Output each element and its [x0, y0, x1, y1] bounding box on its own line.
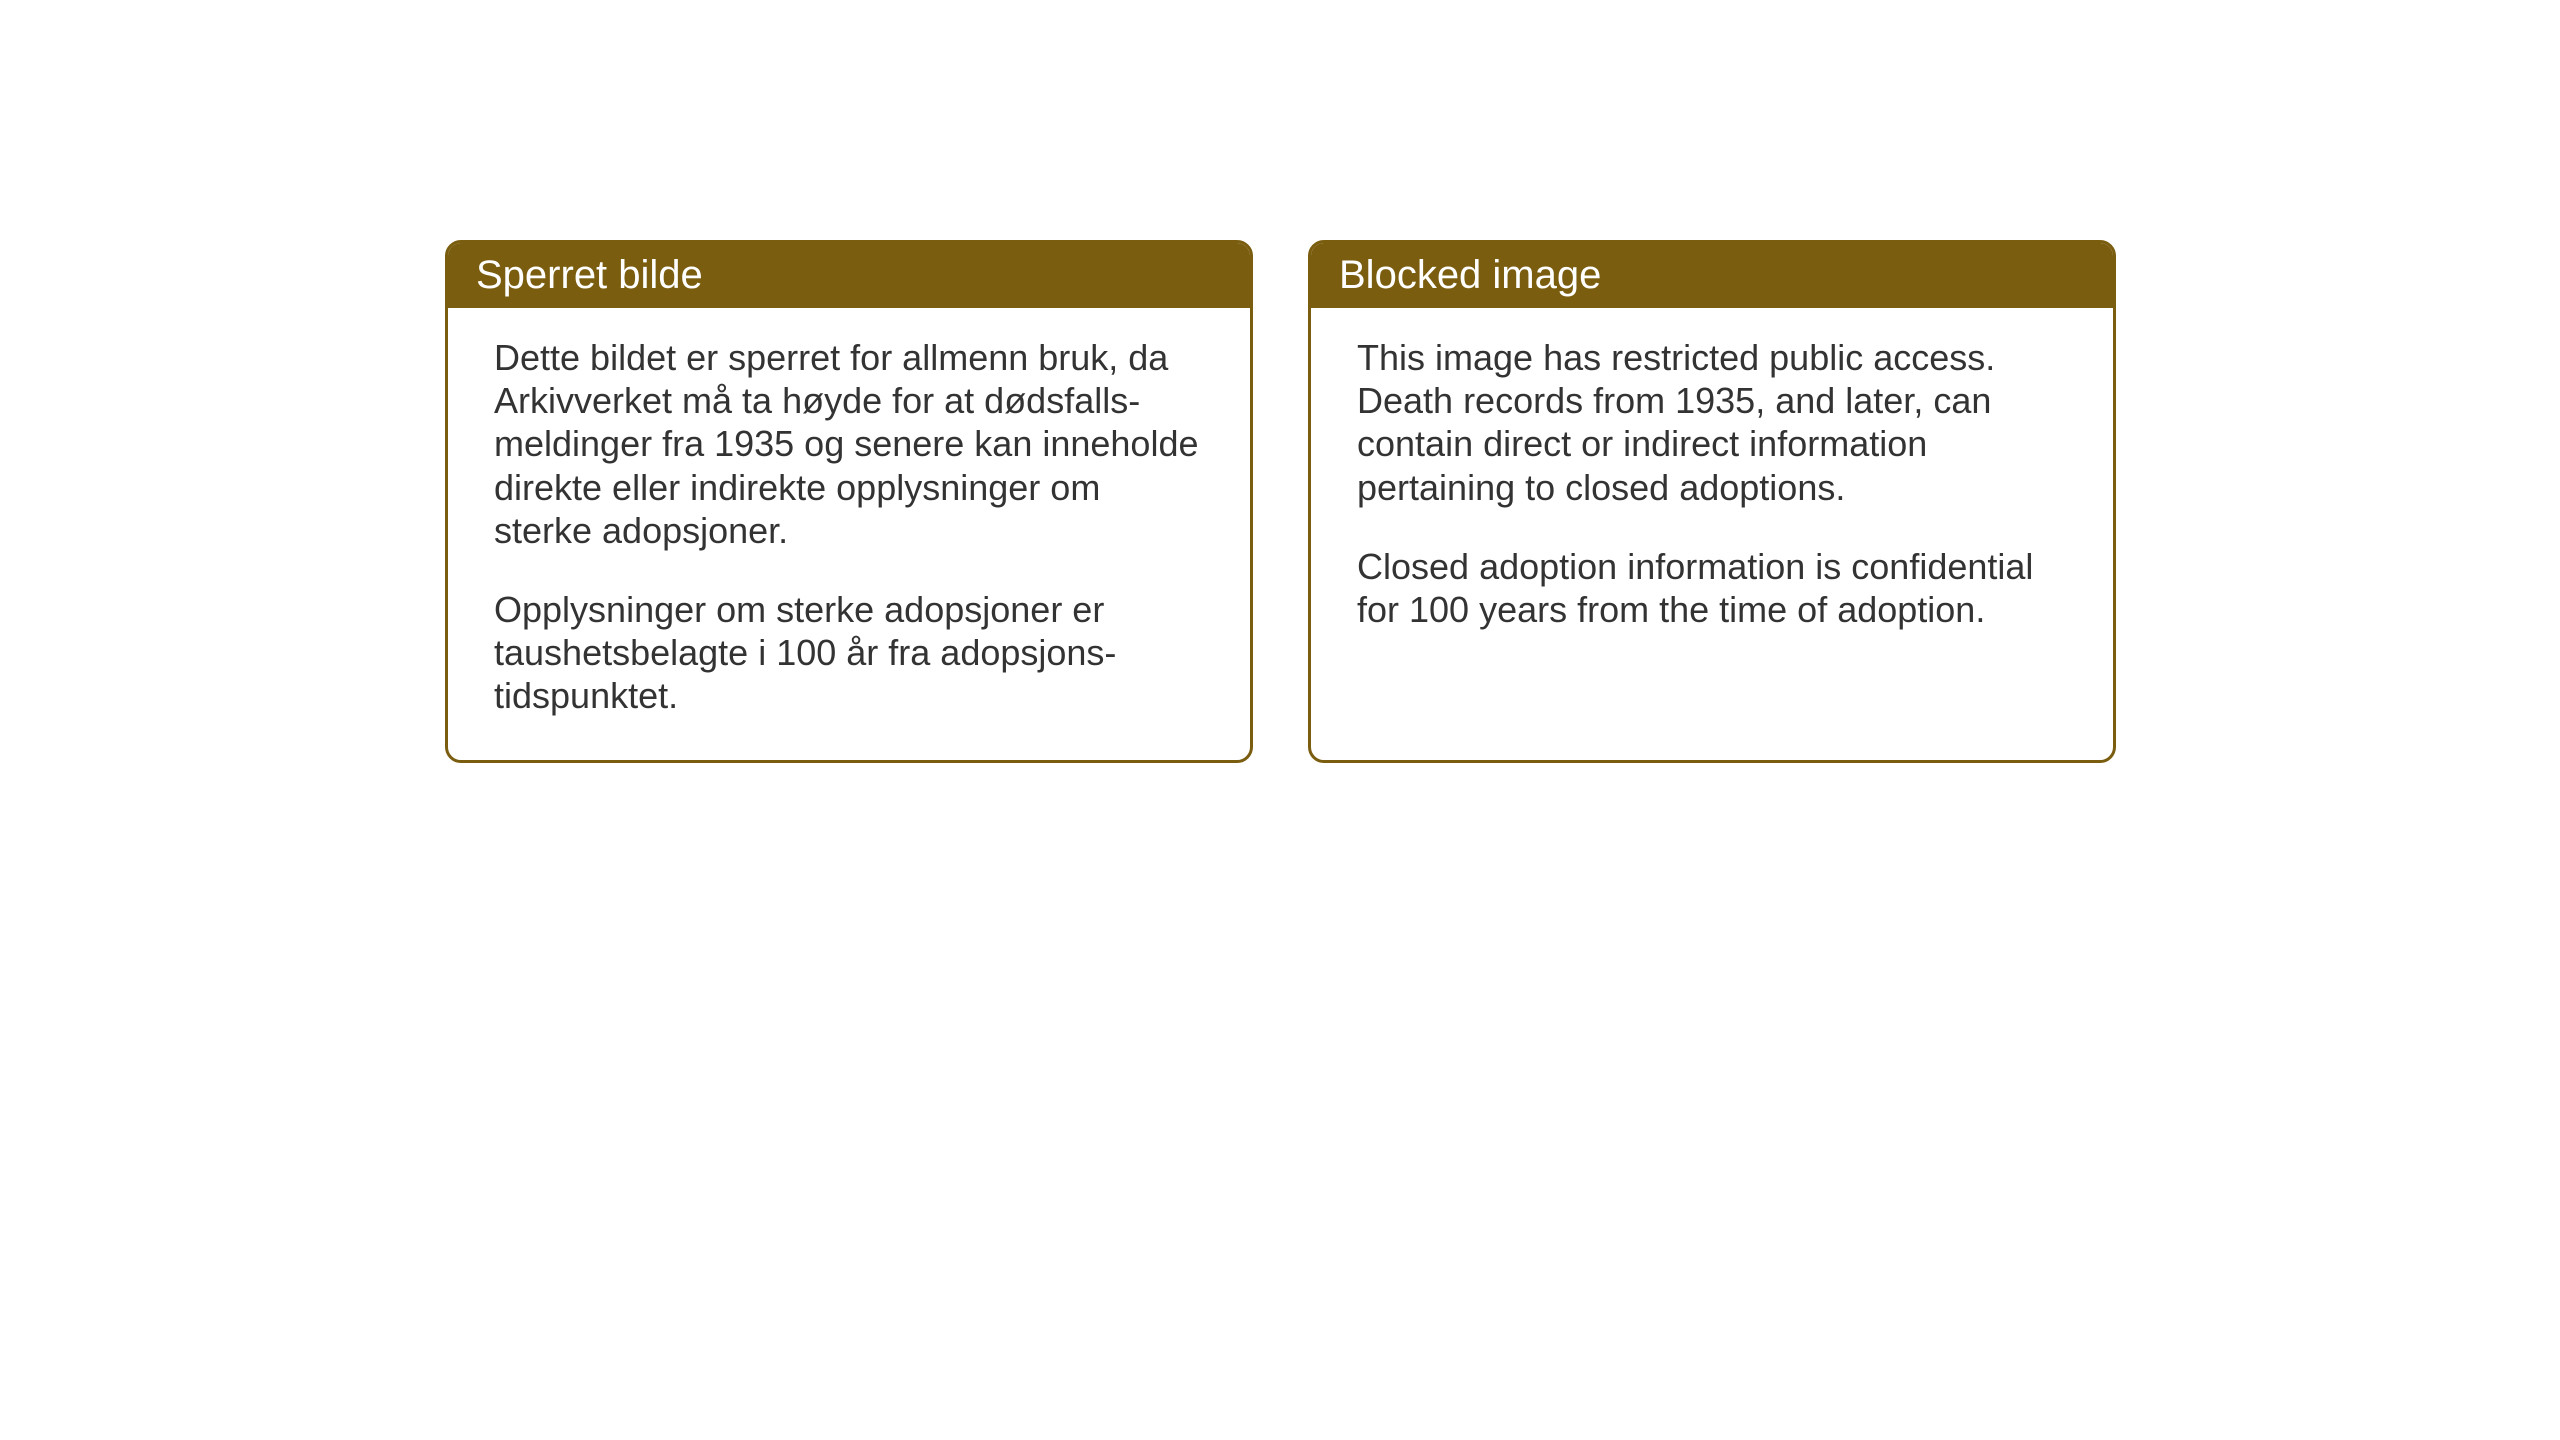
- notice-paragraph-1-norwegian: Dette bildet er sperret for allmenn bruk…: [494, 336, 1204, 552]
- notice-body-english: This image has restricted public access.…: [1311, 308, 2113, 673]
- notice-box-norwegian: Sperret bilde Dette bildet er sperret fo…: [445, 240, 1253, 763]
- notice-paragraph-2-norwegian: Opplysninger om sterke adopsjoner er tau…: [494, 588, 1204, 718]
- notice-paragraph-1-english: This image has restricted public access.…: [1357, 336, 2067, 509]
- notice-box-english: Blocked image This image has restricted …: [1308, 240, 2116, 763]
- notice-title-norwegian: Sperret bilde: [476, 253, 703, 297]
- notice-paragraph-2-english: Closed adoption information is confident…: [1357, 545, 2067, 631]
- notice-title-english: Blocked image: [1339, 253, 1601, 297]
- notice-header-english: Blocked image: [1311, 243, 2113, 308]
- notice-header-norwegian: Sperret bilde: [448, 243, 1250, 308]
- notice-container: Sperret bilde Dette bildet er sperret fo…: [445, 240, 2116, 763]
- notice-body-norwegian: Dette bildet er sperret for allmenn bruk…: [448, 308, 1250, 760]
